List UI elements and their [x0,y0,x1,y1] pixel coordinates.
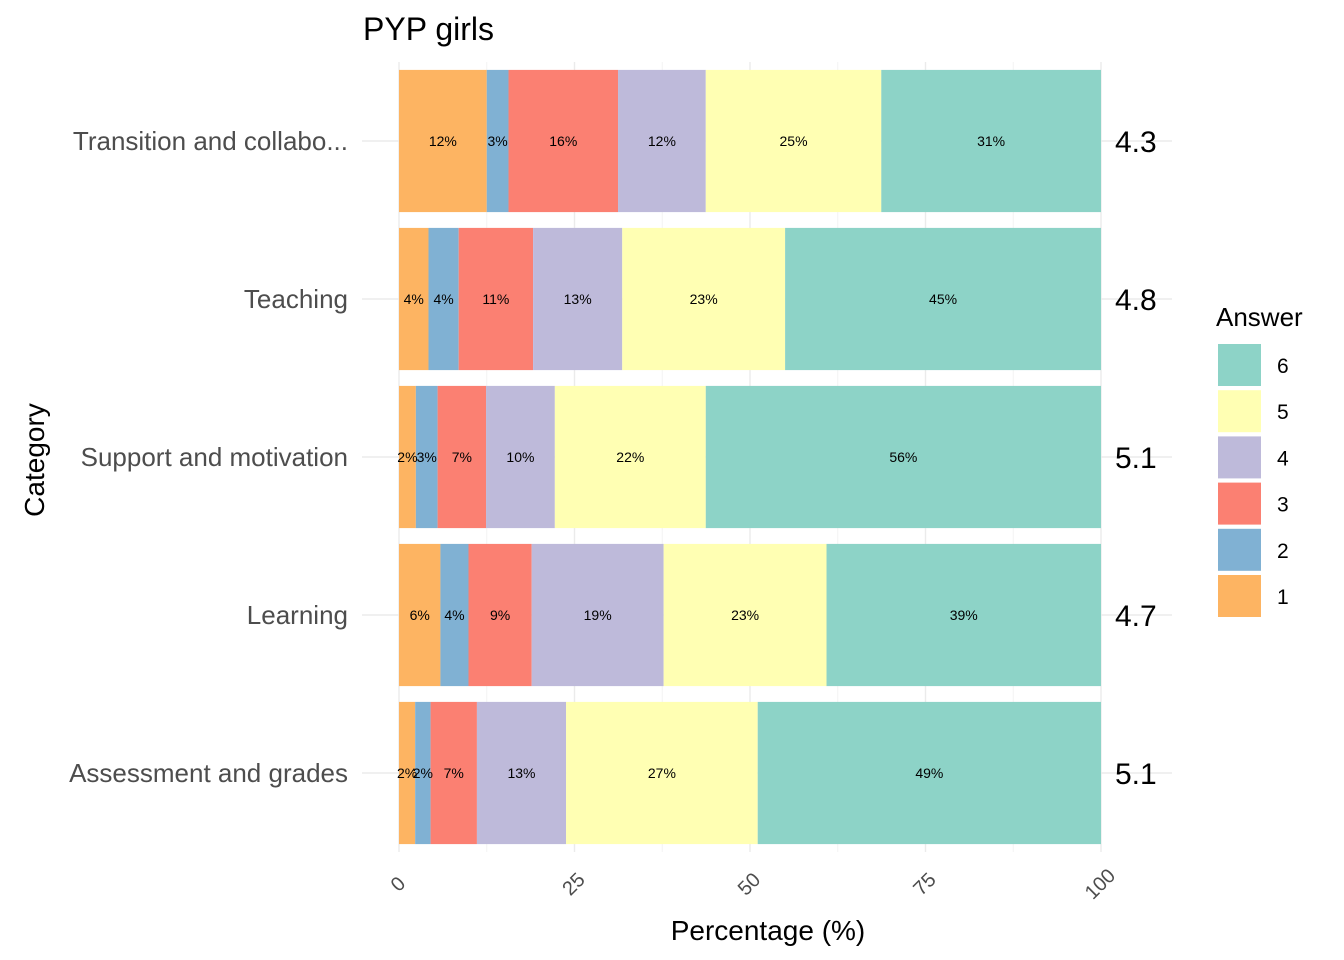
mean-score-label: 4.3 [1115,126,1157,159]
x-tick-label: 0 [387,873,410,896]
segment-data-label: 49% [915,765,943,781]
legend-label: 6 [1277,355,1289,378]
segment-data-label: 23% [731,607,759,623]
legend-swatch-answer-3 [1218,482,1261,525]
segment-data-label: 56% [889,449,917,465]
segment-data-label: 4% [444,607,464,623]
x-tick-label: 75 [909,869,940,900]
bar-segment-answer-6 [705,385,1101,529]
bar-segment-answer-4 [533,227,623,371]
mean-score-label: 4.8 [1115,284,1157,317]
segment-data-label: 13% [507,765,535,781]
legend-label: 1 [1277,586,1289,609]
bar-segment-answer-5 [622,227,786,371]
category-label: Teaching [244,284,348,314]
segment-data-label: 3% [488,133,508,149]
bar-segment-answer-6 [757,701,1101,845]
segment-data-label: 11% [482,291,509,307]
segment-data-label: 6% [410,607,430,623]
bar-layer [399,69,1101,845]
x-tick-label: 50 [734,869,765,900]
mean-score-label: 4.7 [1115,600,1157,633]
legend-label: 3 [1277,494,1289,517]
bar-segment-answer-5 [566,701,758,845]
bar-segment-answer-5 [705,69,882,213]
bar-segment-answer-4 [531,543,664,687]
mean-score-label: 5.1 [1115,442,1157,475]
bar-segment-answer-3 [468,543,532,687]
segment-data-label: 10% [506,449,534,465]
legend: Answer 6 5 4 3 2 1 [1216,302,1303,617]
legend-title: Answer [1216,302,1303,332]
segment-data-label: 4% [433,291,453,307]
segment-data-label: 25% [780,133,808,149]
segment-data-label: 2% [397,449,417,465]
segment-data-label: 7% [452,449,472,465]
segment-data-label: 2% [413,765,433,781]
mean-score-label: 5.1 [1115,758,1157,791]
bar-segment-answer-2 [415,385,438,529]
legend-label: 5 [1277,401,1289,424]
segment-data-label: 19% [584,607,612,623]
segment-data-label: 3% [417,449,437,465]
x-tick-label: 25 [558,869,589,900]
segment-data-label: 9% [490,607,510,623]
segment-data-label: 27% [648,765,676,781]
legend-swatch-answer-4 [1218,436,1261,479]
segment-data-label: 12% [429,133,457,149]
bar-segment-answer-3 [458,227,534,371]
bar-segment-answer-3 [430,701,477,845]
segment-data-label: 13% [564,291,592,307]
bar-segment-answer-1 [399,701,416,845]
legend-label: 2 [1277,540,1289,563]
legend-swatch-answer-6 [1218,344,1261,386]
category-label: Learning [247,600,348,630]
segment-data-label: 2% [397,765,417,781]
category-label: Support and motivation [81,442,348,472]
bar-segment-answer-6 [826,543,1101,687]
segment-data-label: 39% [950,607,978,623]
bar-segment-answer-2 [486,69,509,213]
bar-segment-answer-1 [399,385,416,529]
bar-segment-answer-2 [440,543,469,687]
segment-data-label: 22% [616,449,644,465]
bar-segment-answer-4 [476,701,567,845]
bar-segment-answer-3 [437,385,487,529]
bar-segment-answer-4 [618,69,706,213]
label-layer: 0 25 50 75 100 12% 3% 16% 12% 25% 31% Transition an… [69,126,1157,904]
bar-segment-answer-6 [881,69,1101,213]
bar-segment-answer-2 [428,227,459,371]
legend-swatch-answer-5 [1218,390,1261,433]
bar-segment-answer-1 [399,543,441,687]
segment-data-label: 16% [549,133,577,149]
bar-segment-answer-6 [785,227,1101,371]
bar-segment-answer-3 [508,69,619,213]
legend-swatch-answer-2 [1218,528,1261,571]
segment-data-label: 12% [648,133,676,149]
legend-swatch-answer-1 [1218,575,1261,617]
bar-segment-answer-1 [399,227,429,371]
x-axis-title: Percentage (%) [671,915,866,946]
segment-data-label: 45% [929,291,957,307]
bar-segment-answer-1 [399,69,487,213]
category-label: Transition and collabo... [73,126,348,156]
segment-data-label: 23% [690,291,718,307]
bar-segment-answer-2 [415,701,431,845]
segment-data-label: 4% [404,291,424,307]
bar-segment-answer-5 [554,385,706,529]
legend-label: 4 [1277,447,1289,470]
chart-title: PYP girls [363,11,494,47]
y-axis-title: Category [19,403,50,517]
x-tick-label: 100 [1081,865,1120,904]
bar-segment-answer-4 [486,385,555,529]
category-label: Assessment and grades [69,758,348,788]
bar-segment-answer-5 [663,543,827,687]
segment-data-label: 31% [977,133,1005,149]
segment-data-label: 7% [444,765,464,781]
